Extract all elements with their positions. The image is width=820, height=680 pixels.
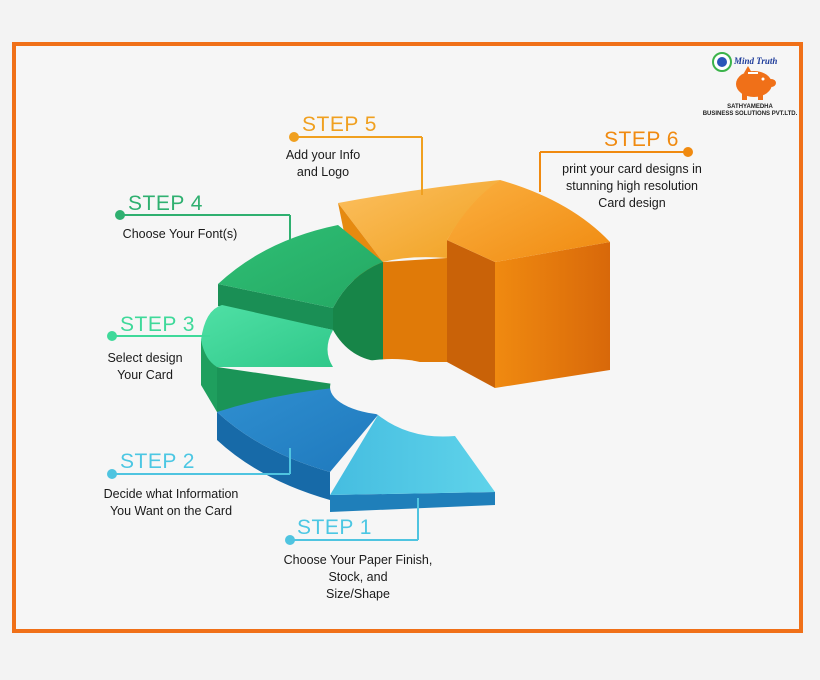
logo-company-line-1: SATHYAMEDHA <box>727 104 773 110</box>
connector-dot-step-3 <box>107 331 117 341</box>
step-5-description: Add your Info and Logo <box>285 148 361 179</box>
connector-dot-step-6 <box>683 147 693 157</box>
ring-center-hole <box>330 359 454 415</box>
step-4-title: STEP 4 <box>128 192 203 215</box>
step-5-title: STEP 5 <box>302 113 377 136</box>
logo-company-name: SATHYAMEDHA BUSINESS SOLUTIONS PVT.LTD. <box>700 104 800 118</box>
piggy-bank-icon <box>736 66 776 100</box>
connector-step-4 <box>120 214 291 240</box>
segment-step-1 <box>330 415 495 512</box>
connector-step-6 <box>539 151 688 192</box>
step-6-description: print your card designs in stunning high… <box>562 162 702 210</box>
segment-step-4 <box>218 225 383 362</box>
step-3-title: STEP 3 <box>120 313 195 336</box>
connector-dot-step-2 <box>107 469 117 479</box>
logo-brand-name: Mind Truth <box>734 56 778 66</box>
segment-step-2 <box>217 388 378 500</box>
step-1-title: STEP 1 <box>297 516 372 539</box>
connector-dot-step-5 <box>289 132 299 142</box>
connector-step-2 <box>112 448 291 475</box>
connector-step-5 <box>294 136 423 195</box>
segment-step-6 <box>447 180 610 388</box>
step-6-title: STEP 6 <box>604 128 679 151</box>
step-3-description: Select design Your Card <box>107 351 183 382</box>
connector-step-1 <box>290 498 419 541</box>
company-logo: Mind Truth SATHYAMEDHA BUSINESS SOLUTION… <box>700 48 800 128</box>
step-4-description: Choose Your Font(s) <box>122 227 238 241</box>
step-1-description: Choose Your Paper Finish, Stock, and Siz… <box>283 553 433 601</box>
step-2-description: Decide what Information You Want on the … <box>103 487 239 518</box>
step-2-title: STEP 2 <box>120 450 195 473</box>
connector-dot-step-4 <box>115 210 125 220</box>
connector-dot-step-1 <box>285 535 295 545</box>
globe-icon <box>712 52 732 72</box>
logo-company-line-2: BUSINESS SOLUTIONS PVT.LTD. <box>702 111 798 117</box>
